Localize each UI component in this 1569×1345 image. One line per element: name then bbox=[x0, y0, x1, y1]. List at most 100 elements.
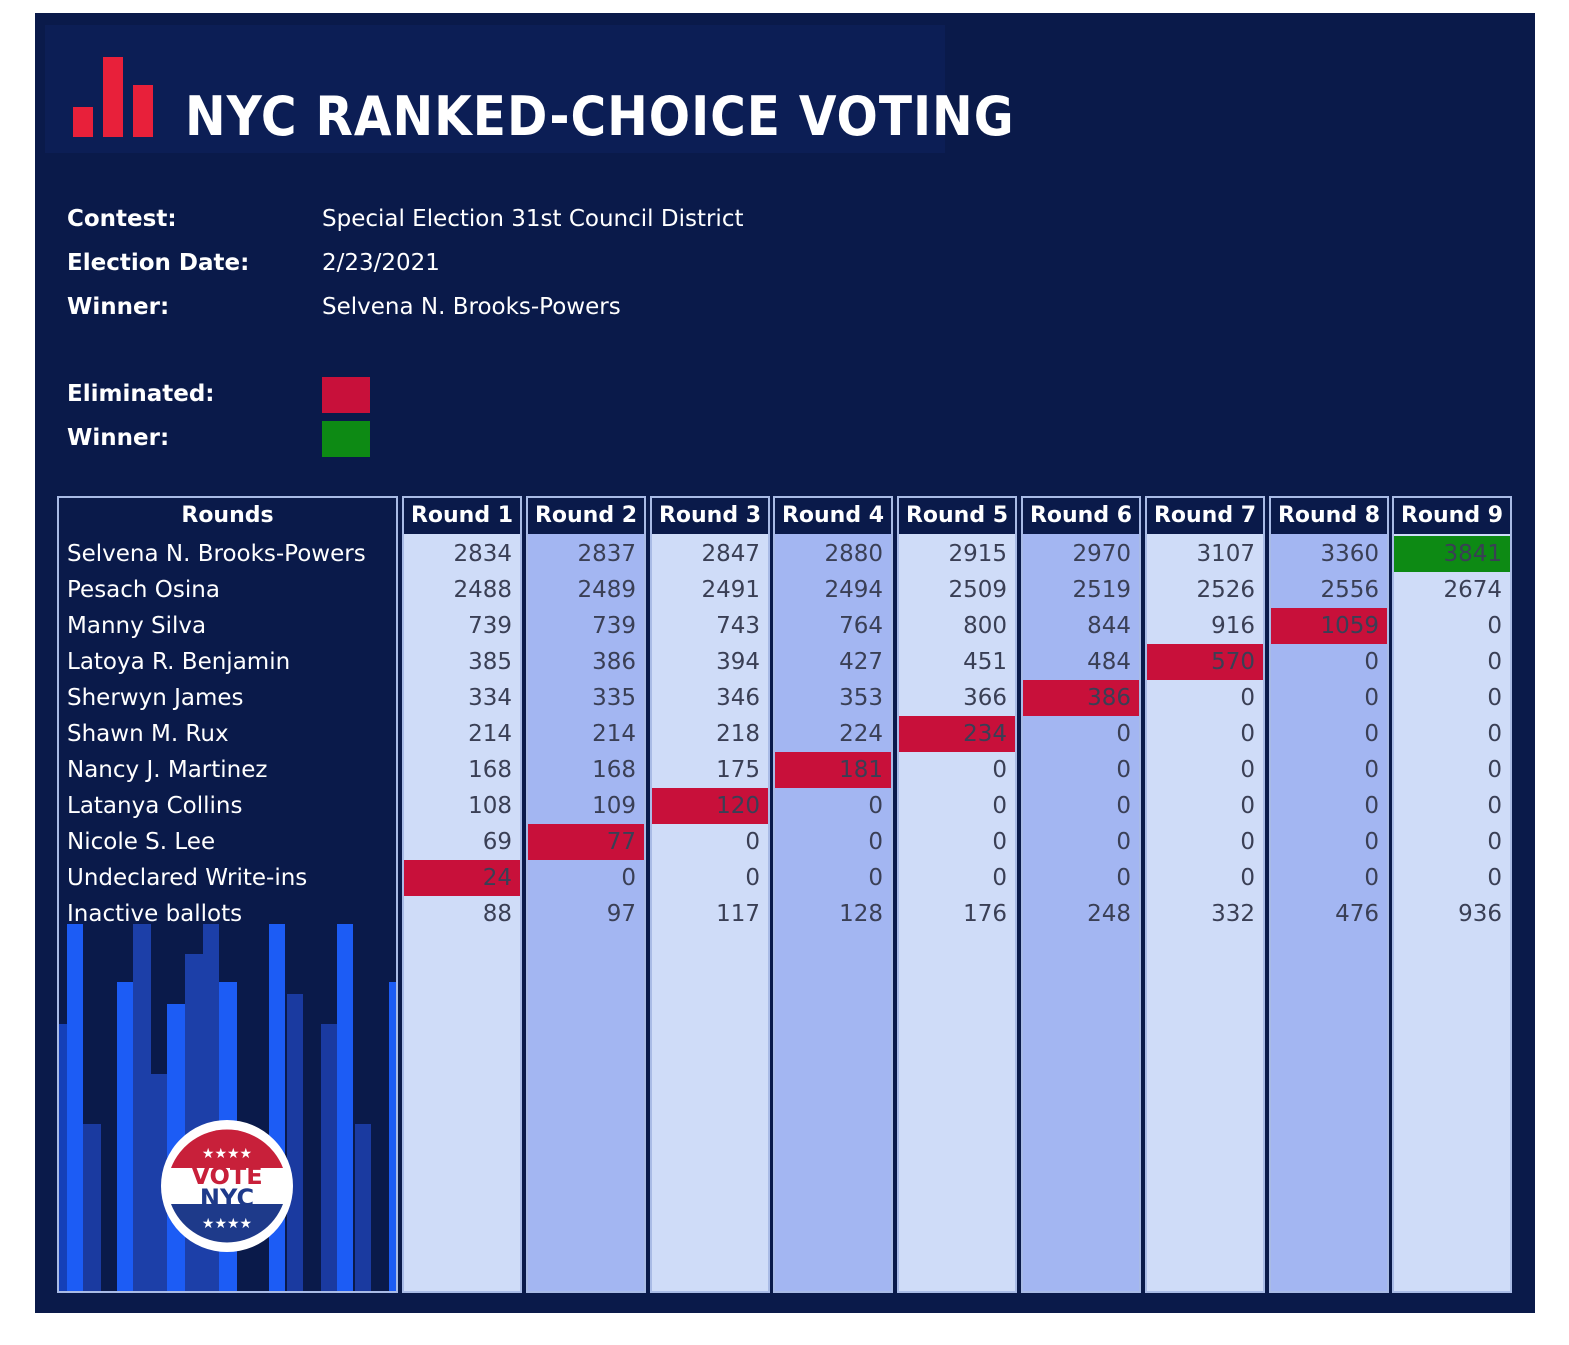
bar-chart-icon bbox=[73, 57, 153, 137]
vote-count-cell: 484 bbox=[1087, 649, 1131, 675]
vote-count-cell: 0 bbox=[621, 865, 636, 891]
vote-count-cell: 2837 bbox=[577, 541, 636, 567]
vote-count-cell: 2494 bbox=[824, 577, 883, 603]
vote-count-cell: 2880 bbox=[824, 541, 883, 567]
vote-count-cell: 0 bbox=[1240, 685, 1255, 711]
vote-count-cell: 353 bbox=[839, 685, 883, 711]
vote-count-cell: 0 bbox=[868, 793, 883, 819]
vote-count-cell: 117 bbox=[716, 901, 760, 927]
vote-count-cell: 2556 bbox=[1320, 577, 1379, 603]
round-column-5: Round 5 2915 2509 800 451 366 234 0 0 0 0 176 bbox=[897, 496, 1017, 1293]
vote-count-cell: 0 bbox=[1487, 865, 1502, 891]
vote-count-cell: 476 bbox=[1335, 901, 1379, 927]
candidate-name: Manny Silva bbox=[67, 613, 207, 639]
badge-stars-top: ★★★★ bbox=[202, 1146, 252, 1162]
vote-count-cell: 0 bbox=[1364, 757, 1379, 783]
round-column-1: Round 1 2834 2488 739 385 334 214 168 108 69 24 88 bbox=[402, 496, 522, 1293]
rounds-header: Rounds bbox=[59, 498, 396, 534]
candidate-name: Latanya Collins bbox=[67, 793, 243, 819]
vote-count-cell: 175 bbox=[716, 757, 760, 783]
round-column-3: Round 3 2847 2491 743 394 346 218 175 120 0 0 117 bbox=[650, 496, 770, 1293]
vote-count-cell: 386 bbox=[592, 649, 636, 675]
vote-count-cell: 764 bbox=[839, 613, 883, 639]
candidate-name: Selvena N. Brooks-Powers bbox=[67, 541, 366, 567]
vote-count-cell: 97 bbox=[606, 901, 636, 927]
vote-count-cell: 0 bbox=[1116, 721, 1131, 747]
skyline-bar bbox=[287, 994, 303, 1291]
badge-stars-bottom: ★★★★ bbox=[202, 1216, 252, 1232]
round-header: Round 5 bbox=[899, 498, 1015, 534]
round-header: Round 8 bbox=[1271, 498, 1387, 534]
vote-count-cell: 176 bbox=[963, 901, 1007, 927]
vote-count-cell: 0 bbox=[1240, 757, 1255, 783]
vote-count-cell: 0 bbox=[1240, 721, 1255, 747]
vote-count-cell: 2489 bbox=[577, 577, 636, 603]
vote-count-cell: 451 bbox=[963, 649, 1007, 675]
vote-count-cell: 0 bbox=[868, 829, 883, 855]
vote-count-cell: 0 bbox=[745, 829, 760, 855]
app-title: NYC RANKED-CHOICE VOTING bbox=[185, 85, 1015, 148]
round-header: Round 7 bbox=[1147, 498, 1263, 534]
badge-vote-text: VOTE bbox=[191, 1162, 262, 1190]
vote-count-cell: 3107 bbox=[1196, 541, 1255, 567]
vote-count-cell: 0 bbox=[1487, 721, 1502, 747]
vote-count-cell: 2509 bbox=[948, 577, 1007, 603]
skyline-bar bbox=[389, 982, 396, 1291]
vote-count-cell: 335 bbox=[592, 685, 636, 711]
logo-bar-2 bbox=[103, 57, 123, 137]
vote-count-cell: 386 bbox=[1023, 680, 1139, 716]
vote-count-cell: 427 bbox=[839, 649, 883, 675]
vote-count-cell: 2847 bbox=[701, 541, 760, 567]
candidate-name: Nicole S. Lee bbox=[67, 829, 216, 855]
vote-count-cell: 800 bbox=[963, 613, 1007, 639]
rounds-column: Rounds Selvena N. Brooks-Powers Pesach Os… bbox=[57, 496, 398, 1293]
contest-value: Special Election 31st Council District bbox=[322, 206, 744, 232]
candidate-name: Nancy J. Martinez bbox=[67, 757, 268, 783]
vote-count-cell: 224 bbox=[839, 721, 883, 747]
round-header: Round 6 bbox=[1023, 498, 1139, 534]
vote-count-cell: 88 bbox=[482, 901, 512, 927]
skyline-bar bbox=[337, 924, 353, 1291]
vote-nyc-badge: ★★★★ VOTE NYC ★★★★ bbox=[161, 1120, 293, 1252]
vote-count-cell: 0 bbox=[1487, 613, 1502, 639]
vote-count-cell: 0 bbox=[1364, 685, 1379, 711]
vote-count-cell: 844 bbox=[1087, 613, 1131, 639]
vote-count-cell: 2519 bbox=[1072, 577, 1131, 603]
vote-count-cell: 916 bbox=[1211, 613, 1255, 639]
vote-count-cell: 936 bbox=[1458, 901, 1502, 927]
vote-count-cell: 234 bbox=[899, 716, 1015, 752]
vote-count-cell: 24 bbox=[404, 860, 520, 896]
vote-count-cell: 739 bbox=[468, 613, 512, 639]
legend-winner-label: Winner: bbox=[67, 425, 170, 451]
contest-label: Contest: bbox=[67, 206, 177, 232]
vote-count-cell: 108 bbox=[468, 793, 512, 819]
badge-nyc-text: NYC bbox=[200, 1184, 254, 1212]
vote-count-cell: 0 bbox=[1487, 685, 1502, 711]
vote-count-cell: 0 bbox=[1487, 757, 1502, 783]
logo-bar-3 bbox=[133, 85, 153, 137]
candidate-name: Sherwyn James bbox=[67, 685, 244, 711]
candidate-name: Shawn M. Rux bbox=[67, 721, 229, 747]
vote-count-cell: 0 bbox=[992, 793, 1007, 819]
vote-count-cell: 2526 bbox=[1196, 577, 1255, 603]
round-header: Round 4 bbox=[775, 498, 891, 534]
vote-count-cell: 109 bbox=[592, 793, 636, 819]
vote-count-cell: 0 bbox=[1364, 865, 1379, 891]
vote-count-cell: 0 bbox=[1116, 829, 1131, 855]
vote-count-cell: 570 bbox=[1147, 644, 1263, 680]
vote-count-cell: 168 bbox=[592, 757, 636, 783]
vote-count-cell: 2491 bbox=[701, 577, 760, 603]
vote-count-cell: 214 bbox=[468, 721, 512, 747]
vote-count-cell: 0 bbox=[1364, 793, 1379, 819]
round-column-9: Round 9 3841 2674 0 0 0 0 0 0 0 0 936 bbox=[1392, 496, 1512, 1293]
vote-count-cell: 0 bbox=[992, 829, 1007, 855]
vote-count-cell: 0 bbox=[1487, 649, 1502, 675]
vote-count-cell: 334 bbox=[468, 685, 512, 711]
vote-count-cell: 0 bbox=[1487, 829, 1502, 855]
vote-count-cell: 0 bbox=[868, 865, 883, 891]
round-column-6: Round 6 2970 2519 844 484 386 0 0 0 0 0 248 bbox=[1021, 496, 1141, 1293]
round-column-8: Round 8 3360 2556 1059 0 0 0 0 0 0 0 476 bbox=[1269, 496, 1389, 1293]
winner-label: Winner: bbox=[67, 294, 170, 320]
header-banner: NYC RANKED-CHOICE VOTING bbox=[45, 25, 1014, 153]
round-column-2: Round 2 2837 2489 739 386 335 214 168 109 77 0 97 bbox=[526, 496, 646, 1293]
